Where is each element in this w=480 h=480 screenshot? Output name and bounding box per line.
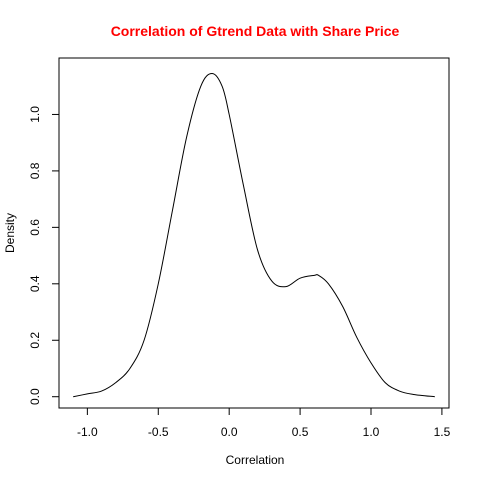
plot-frame	[58, 57, 450, 409]
density-curve	[73, 73, 435, 398]
x-tick-label: 1.5	[434, 425, 451, 439]
y-tick-label: 0.4	[28, 275, 42, 292]
x-tick-label: 0.0	[221, 425, 238, 439]
x-tick-label: 0.5	[292, 425, 309, 439]
x-axis: -1.0 -0.5 0.0 0.5 1.0 1.5	[77, 407, 451, 439]
x-tick-label: -1.0	[77, 425, 98, 439]
x-tick-label: 1.0	[363, 425, 380, 439]
y-tick-label: 0.2	[28, 332, 42, 349]
y-axis: 0.0 0.2 0.4 0.6 0.8 1.0	[28, 106, 60, 405]
y-tick-label: 1.0	[28, 106, 42, 123]
x-tick-label: -0.5	[148, 425, 169, 439]
y-tick-label: 0.0	[28, 388, 42, 405]
x-axis-label: Correlation	[226, 453, 285, 467]
y-axis-label: Density	[3, 213, 17, 253]
y-tick-label: 0.8	[28, 162, 42, 179]
chart-title: Correlation of Gtrend Data with Share Pr…	[111, 23, 400, 39]
y-tick-label: 0.6	[28, 219, 42, 236]
